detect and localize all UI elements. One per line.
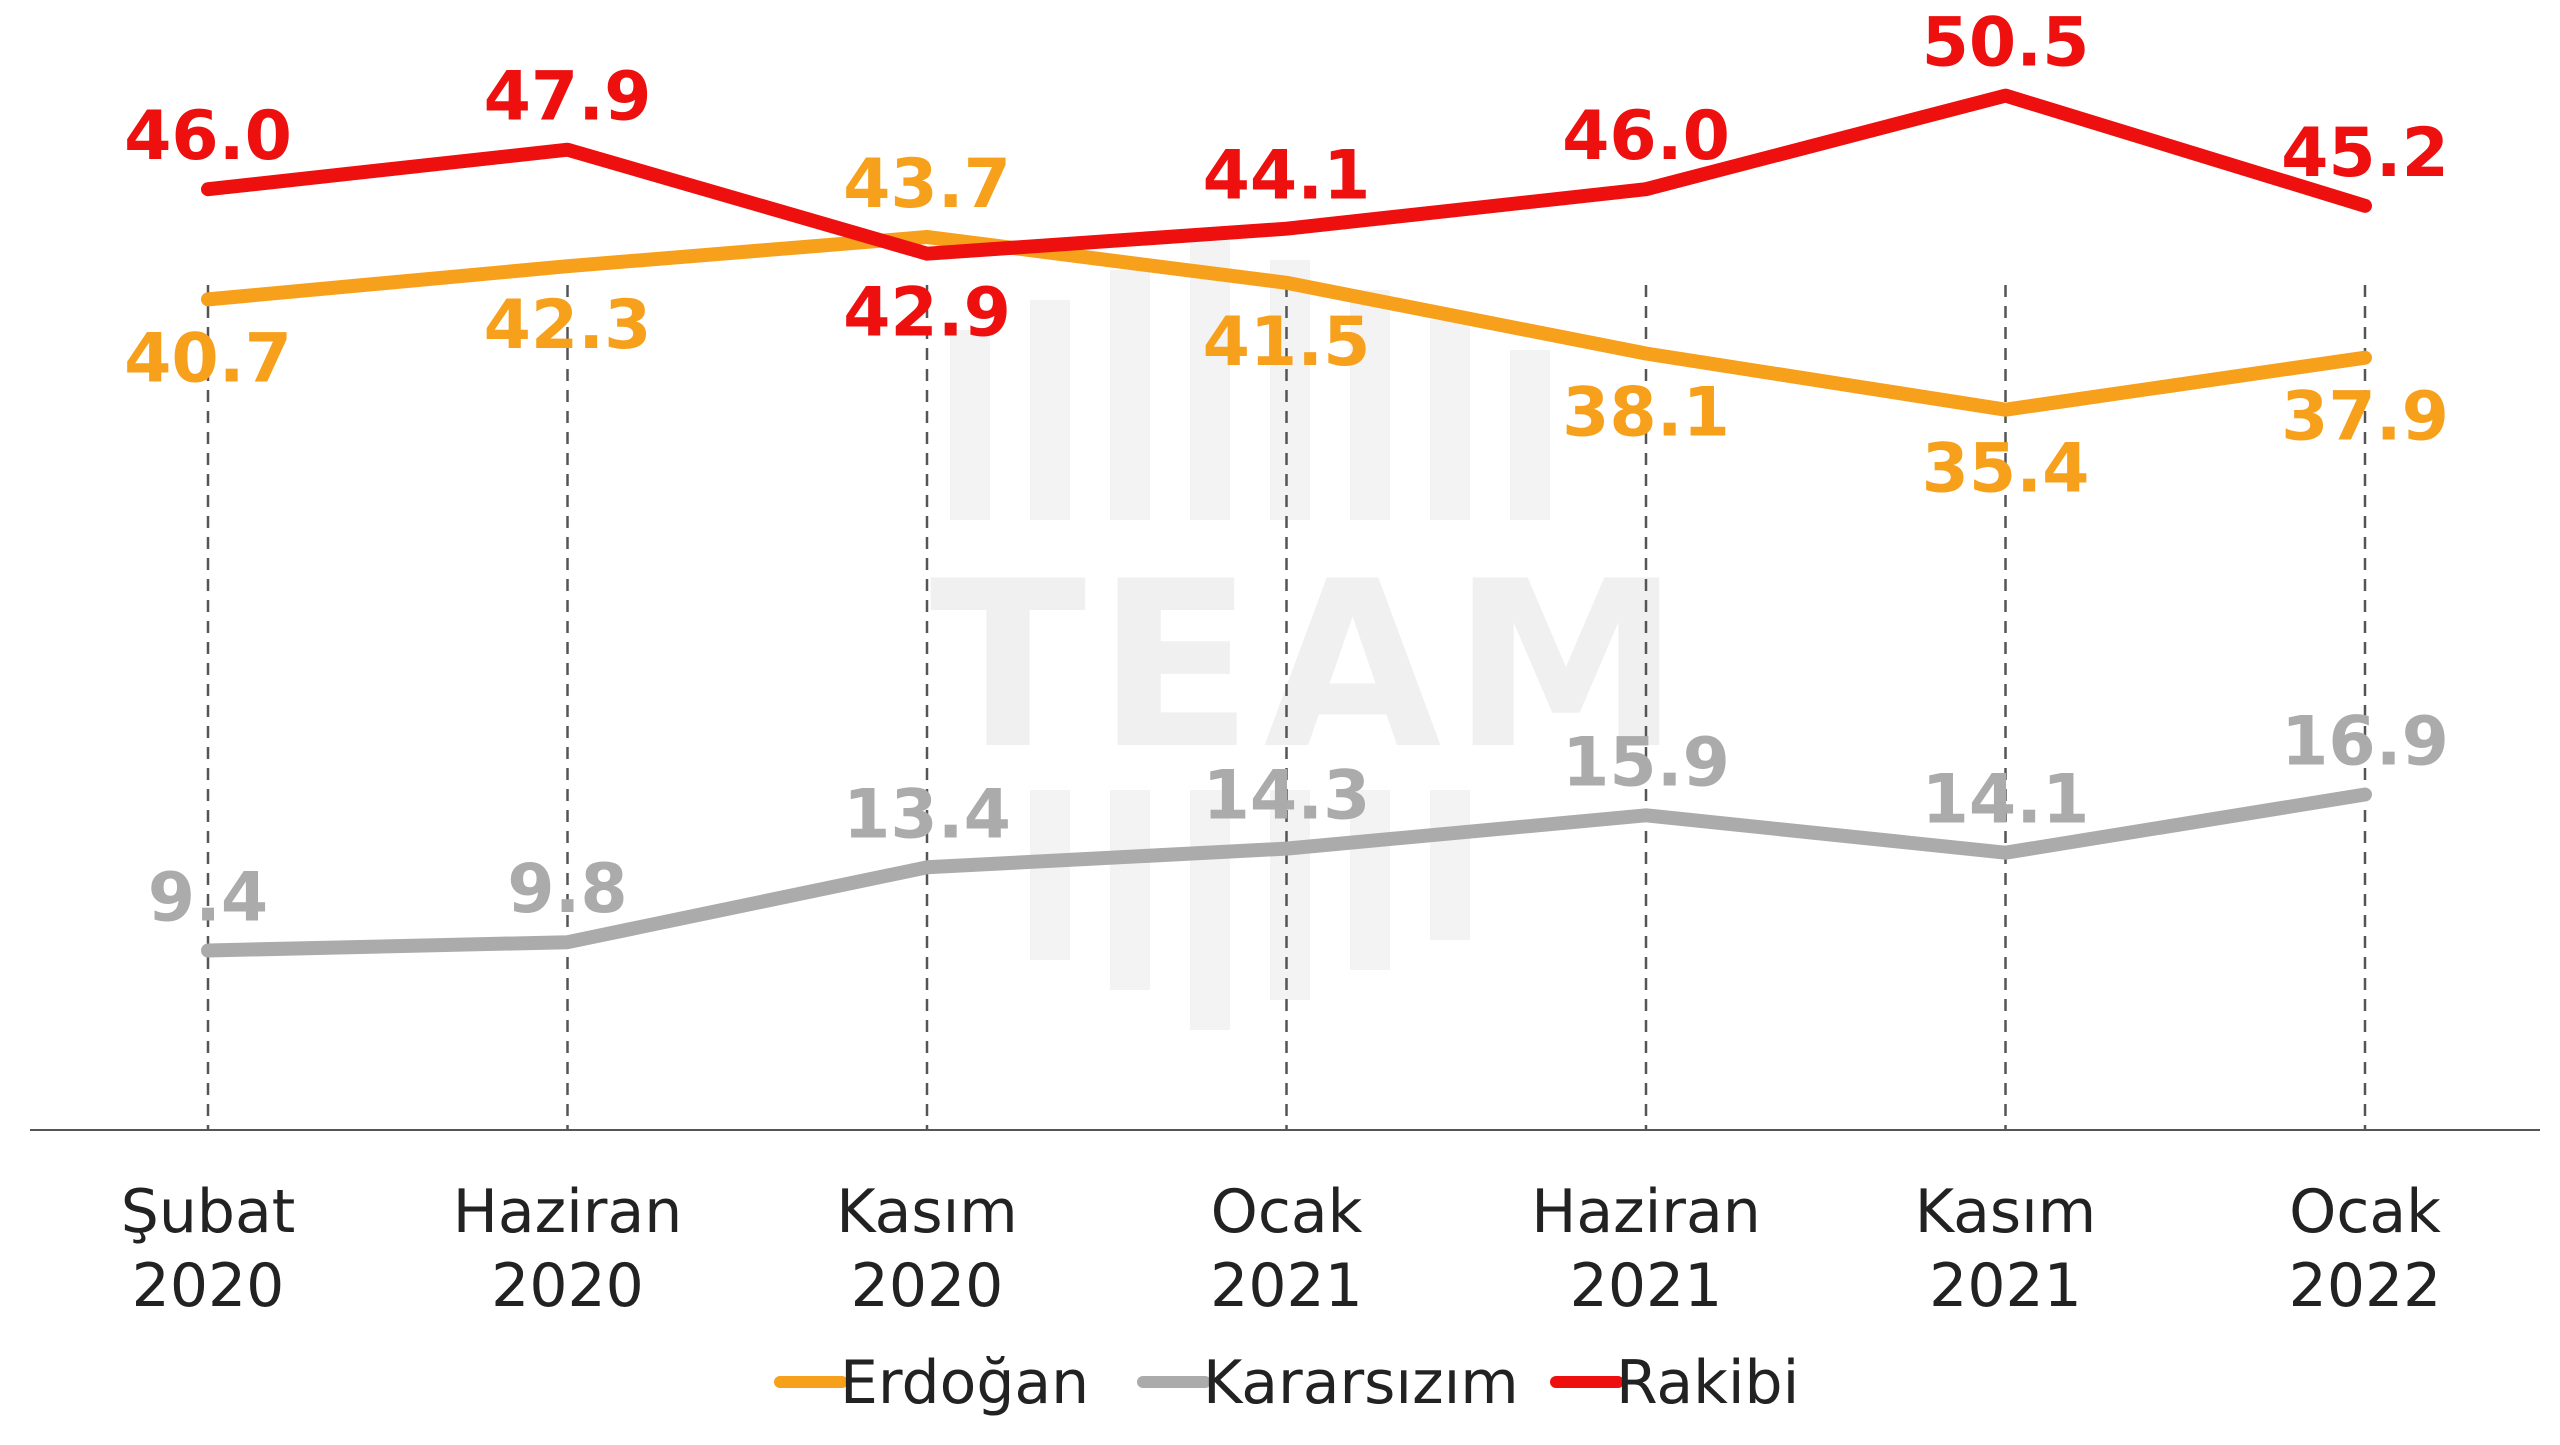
watermark-bar bbox=[1350, 290, 1390, 520]
data-point bbox=[1282, 844, 1291, 853]
data-label: 35.4 bbox=[1922, 430, 2090, 509]
gridlines bbox=[206, 285, 2367, 1130]
data-point bbox=[2361, 201, 2369, 210]
data-label: 9.8 bbox=[507, 850, 627, 929]
data-point bbox=[1642, 811, 1650, 820]
x-tick-label: Haziran bbox=[1531, 1177, 1761, 1247]
data-label: 16.9 bbox=[2281, 703, 2449, 782]
x-tick-label: Kasım bbox=[1915, 1177, 2096, 1247]
watermark-bar bbox=[1190, 790, 1230, 1030]
data-point bbox=[2001, 405, 2010, 414]
data-label: 14.3 bbox=[1203, 757, 1371, 836]
data-label: 44.1 bbox=[1203, 137, 1371, 216]
legend-label: Kararsızım bbox=[1203, 1348, 1519, 1418]
x-tick-label: Ocak bbox=[2289, 1177, 2441, 1247]
data-point bbox=[2001, 91, 2010, 100]
data-point bbox=[1642, 349, 1650, 358]
data-label: 43.7 bbox=[843, 145, 1011, 224]
x-tick-labels: Şubat2020Haziran2020Kasım2020Ocak2021Haz… bbox=[121, 1177, 2442, 1321]
x-tick-label: 2021 bbox=[1570, 1251, 1723, 1321]
data-point bbox=[2361, 790, 2369, 799]
data-label: 15.9 bbox=[1562, 723, 1730, 802]
data-point bbox=[1282, 224, 1291, 233]
data-point bbox=[1642, 185, 1650, 194]
watermark-bar bbox=[1510, 350, 1550, 520]
data-label: 9.4 bbox=[148, 859, 268, 938]
watermark-bar bbox=[1430, 790, 1470, 940]
watermark: TEAM bbox=[930, 240, 1691, 1030]
x-tick-label: 2020 bbox=[491, 1251, 644, 1321]
watermark-bar bbox=[1270, 790, 1310, 1000]
data-label: 41.5 bbox=[1203, 303, 1371, 382]
data-point bbox=[563, 262, 572, 271]
data-point bbox=[923, 233, 931, 241]
x-tick-label: 2021 bbox=[1929, 1251, 2082, 1321]
data-labels: 40.7 42.3 43.7 41.5 38.1 35.4 37.9 9.4 9.8 13.4 14… bbox=[124, 4, 2449, 938]
watermark-bar bbox=[1030, 300, 1070, 520]
watermark-bar bbox=[1110, 270, 1150, 520]
data-point bbox=[204, 185, 212, 194]
legend-label: Rakibi bbox=[1616, 1348, 1799, 1418]
data-point bbox=[563, 145, 572, 154]
data-label: 13.4 bbox=[843, 775, 1011, 854]
data-label: 46.0 bbox=[1562, 97, 1730, 176]
data-label: 37.9 bbox=[2281, 378, 2449, 457]
data-point bbox=[204, 295, 212, 304]
data-label: 42.3 bbox=[484, 286, 652, 365]
data-label: 14.1 bbox=[1922, 761, 2090, 840]
x-tick-label: 2022 bbox=[2289, 1251, 2442, 1321]
data-label: 45.2 bbox=[2281, 114, 2449, 193]
data-label: 50.5 bbox=[1922, 4, 2090, 83]
x-tick-label: 2020 bbox=[132, 1251, 285, 1321]
series-lines bbox=[201, 88, 2372, 958]
legend: Erdoğan Kararsızım Rakibi bbox=[774, 1348, 1799, 1418]
watermark-text: TEAM bbox=[930, 533, 1691, 800]
data-label: 40.7 bbox=[124, 319, 292, 398]
data-label: 42.9 bbox=[843, 274, 1011, 353]
watermark-bar bbox=[950, 330, 990, 520]
x-tick-label: Kasım bbox=[836, 1177, 1017, 1247]
data-point bbox=[2001, 848, 2010, 857]
data-point bbox=[1282, 278, 1291, 287]
data-label: 47.9 bbox=[484, 58, 652, 137]
x-tick-label: 2020 bbox=[851, 1251, 1004, 1321]
data-label: 38.1 bbox=[1562, 374, 1730, 453]
watermark-bar bbox=[1110, 790, 1150, 990]
watermark-bar bbox=[1190, 240, 1230, 520]
data-point bbox=[2361, 353, 2369, 362]
data-point bbox=[204, 946, 212, 955]
data-point bbox=[563, 938, 572, 947]
x-tick-label: Haziran bbox=[453, 1177, 683, 1247]
watermark-bar bbox=[1270, 260, 1310, 520]
data-point bbox=[923, 249, 931, 258]
x-tick-label: Şubat bbox=[121, 1177, 296, 1247]
x-tick-label: Ocak bbox=[1211, 1177, 1363, 1247]
data-point bbox=[923, 863, 931, 872]
watermark-bar bbox=[1030, 790, 1070, 960]
data-label: 46.0 bbox=[124, 97, 292, 176]
legend-label: Erdoğan bbox=[840, 1348, 1089, 1418]
x-tick-label: 2021 bbox=[1210, 1251, 1363, 1321]
watermark-bar bbox=[1350, 790, 1390, 970]
watermark-bar bbox=[1430, 320, 1470, 520]
